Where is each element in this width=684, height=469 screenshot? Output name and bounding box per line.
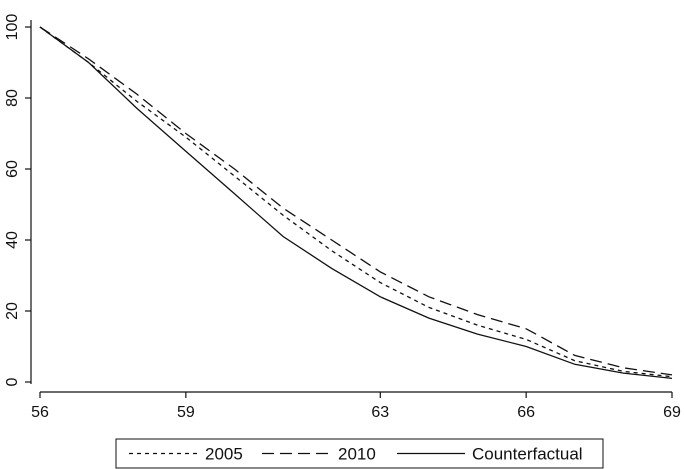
y-tick-label: 20 [4, 302, 21, 320]
y-tick-label: 40 [4, 231, 21, 249]
x-tick-label: 66 [517, 404, 535, 421]
series-line-2010 [39, 26, 673, 376]
x-tick-label: 59 [177, 404, 195, 421]
axes: 0 20 40 60 80 100 56 59 63 66 69 [4, 14, 681, 421]
legend-box [115, 438, 604, 469]
x-tick-label: 63 [371, 404, 389, 421]
legend-label: 2010 [338, 445, 376, 464]
legend: 2005 2010 Counterfactual [115, 438, 604, 469]
series-layer [39, 26, 673, 380]
y-tick-label: 60 [4, 160, 21, 178]
legend-label: 2005 [205, 445, 243, 464]
y-tick-label: 0 [4, 377, 21, 386]
series-line-2005 [39, 26, 673, 378]
legend-label: Counterfactual [472, 445, 583, 464]
series-line-counterfactual [39, 26, 673, 380]
x-tick-label: 56 [31, 404, 49, 421]
y-tick-label: 100 [4, 14, 21, 41]
x-tick-label: 69 [663, 404, 681, 421]
y-tick-label: 80 [4, 89, 21, 107]
